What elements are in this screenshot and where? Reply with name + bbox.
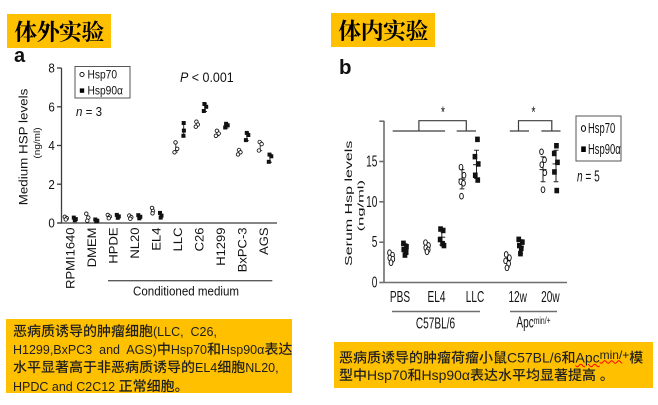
svg-text:10: 10 <box>366 193 377 211</box>
svg-text:C26: C26 <box>193 227 206 251</box>
svg-text:0: 0 <box>372 273 378 291</box>
svg-text:BxPC-3: BxPC-3 <box>236 227 249 272</box>
svg-text:20w: 20w <box>541 288 560 306</box>
svg-text:n = 3: n = 3 <box>76 104 102 119</box>
svg-text:n = 5: n = 5 <box>577 167 600 185</box>
svg-text:EL4: EL4 <box>428 288 446 306</box>
svg-text:4: 4 <box>48 138 55 153</box>
svg-text:6: 6 <box>48 100 55 115</box>
svg-text:Medium HSP levels: Medium HSP levels <box>17 89 30 206</box>
svg-text:12w: 12w <box>508 288 527 306</box>
svg-text:EL4: EL4 <box>150 227 163 250</box>
svg-text:HPDE: HPDE <box>107 228 120 264</box>
svg-text:Serum Hsp levels: Serum Hsp levels <box>343 140 355 266</box>
svg-text:LLC: LLC <box>466 288 484 306</box>
svg-text:Hsp90α: Hsp90α <box>588 141 621 158</box>
svg-text:DMEM: DMEM <box>86 228 99 268</box>
svg-text:Conditioned medium: Conditioned medium <box>133 284 239 299</box>
svg-text:P < 0.001: P < 0.001 <box>180 69 234 85</box>
svg-text:0: 0 <box>48 216 55 231</box>
svg-text:Hsp90α: Hsp90α <box>88 85 123 98</box>
svg-text:15: 15 <box>366 152 377 170</box>
svg-text:(ng/ml): (ng/ml) <box>32 127 42 158</box>
svg-text:5: 5 <box>372 233 378 251</box>
svg-text:8: 8 <box>48 61 55 76</box>
svg-text:*: * <box>532 103 536 121</box>
svg-text:NL20: NL20 <box>129 227 142 258</box>
svg-text:b: b <box>339 56 352 79</box>
svg-text:Hsp70: Hsp70 <box>588 120 615 137</box>
svg-text:2: 2 <box>48 177 55 192</box>
svg-text:*: * <box>441 103 445 121</box>
svg-text:(ng/ml): (ng/ml) <box>356 180 366 231</box>
svg-text:Apcmin/+: Apcmin/+ <box>516 313 550 331</box>
svg-text:PBS: PBS <box>390 288 410 306</box>
svg-text:AGS: AGS <box>258 228 271 255</box>
svg-text:RPMI1640: RPMI1640 <box>64 227 77 289</box>
svg-text:C57BL/6: C57BL/6 <box>416 314 455 332</box>
svg-text:Hsp70: Hsp70 <box>88 69 118 82</box>
svg-text:H1299: H1299 <box>215 227 228 265</box>
svg-text:LLC: LLC <box>172 227 185 251</box>
svg-text:a: a <box>14 45 26 67</box>
